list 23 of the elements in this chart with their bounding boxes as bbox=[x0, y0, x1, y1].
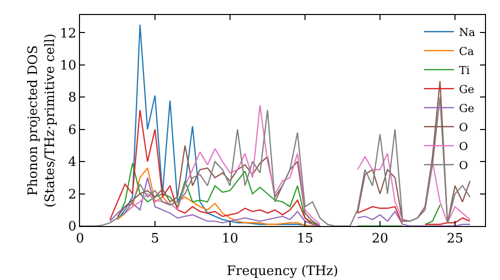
legend-label: Na bbox=[458, 26, 476, 39]
x-tick-label: 25 bbox=[446, 232, 464, 247]
line-series bbox=[116, 24, 306, 226]
legend-label: O bbox=[458, 158, 468, 172]
legend-label: Ca bbox=[458, 44, 474, 58]
legend-label: O bbox=[458, 120, 468, 134]
y-tick-label: 10 bbox=[60, 58, 76, 74]
y-tick-label: 8 bbox=[68, 90, 76, 106]
y-tick-label: 12 bbox=[60, 26, 76, 42]
x-tick-label: 15 bbox=[296, 232, 314, 247]
legend-label: O bbox=[458, 140, 468, 153]
legend-label: Ge bbox=[458, 82, 474, 96]
y-axis-title: Phonon projected DOS (States/THz·primitive cell) bbox=[26, 33, 58, 208]
x-tick-label: 5 bbox=[150, 232, 160, 247]
legend-label: Ti bbox=[458, 64, 470, 77]
x-tick-label: 20 bbox=[372, 232, 388, 247]
y-tick-label: 0 bbox=[68, 220, 76, 235]
x-axis-title: Frequency (THz) bbox=[226, 264, 338, 279]
y-tick-label: 2 bbox=[68, 187, 76, 202]
y-tick-label: 6 bbox=[68, 122, 76, 138]
legend-label: Ge bbox=[458, 102, 474, 115]
x-tick-label: 10 bbox=[222, 232, 238, 247]
y-tick-label: 4 bbox=[68, 155, 76, 170]
